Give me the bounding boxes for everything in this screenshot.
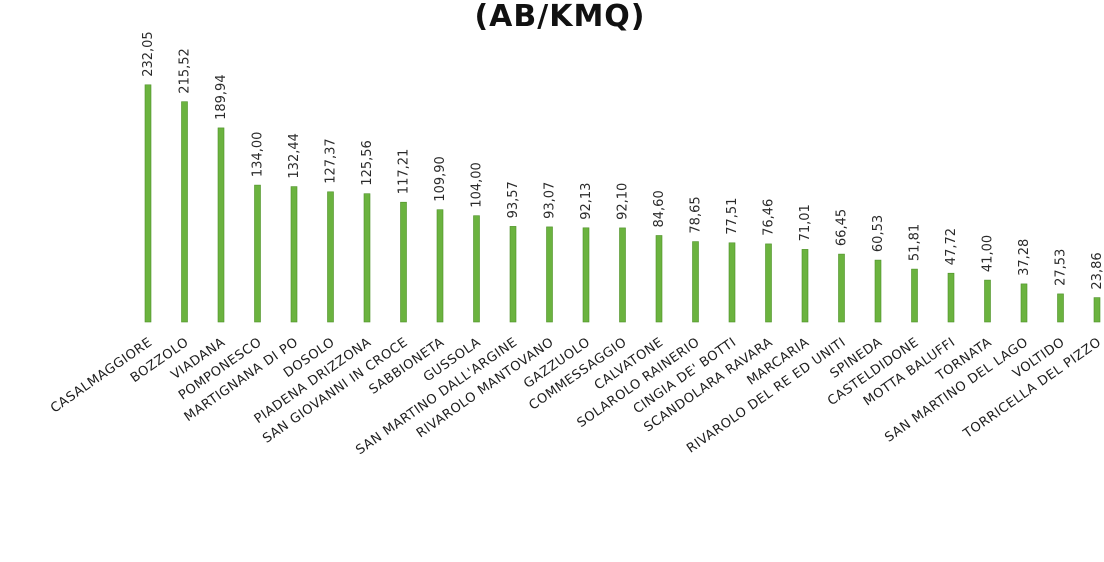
bar-casalmaggiore [144,84,152,323]
bar-viadana [217,127,225,323]
value-label-sabbioneta: 109,90 [433,156,448,202]
bar-casteldidone [911,268,918,323]
bar-torricella-del-pizzo [1093,297,1101,323]
value-label-martignana-di-po: 132,44 [287,133,302,179]
value-label-motta-baluffi: 47,72 [944,228,959,265]
bar-commessaggio [619,227,626,323]
value-labels-group: 232,05 215,52 189,94 134,00 132,44 127,37 125,… [141,31,1104,289]
value-label-rivarolo-del-re-ed-uniti: 66,45 [835,209,850,246]
value-label-san-martino-del-lago: 37,28 [1017,239,1032,276]
value-label-bozzolo: 215,52 [178,48,193,94]
value-label-marcaria: 71,01 [798,204,813,241]
value-label-rivarolo-mantovano: 93,07 [543,182,558,219]
value-label-solarolo-rainerio: 78,65 [689,196,704,233]
chart-title: (AB/KMQ) [474,0,645,34]
bar-scandolara-ravara [765,243,772,323]
bar-martignana-di-po [290,186,298,323]
value-label-scandolara-ravara: 76,46 [762,199,777,236]
bar-san-martino-dall-argine [509,226,517,323]
value-label-piadena-drizzona: 125,56 [360,140,375,186]
value-label-voltido: 27,53 [1054,249,1069,286]
bar-dosolo [327,191,334,323]
bar-solarolo-rainerio [692,241,699,323]
bar-gussola [473,215,480,323]
value-label-gussola: 104,00 [470,162,485,208]
bar-sabbioneta [436,209,444,323]
value-label-viadana: 189,94 [214,74,229,120]
value-label-calvatone: 84,60 [652,190,667,227]
value-label-torricella-del-pizzo: 23,86 [1090,252,1104,289]
bar-spineda [874,259,882,323]
bar-cingia-de-botti [728,242,736,323]
bar-pomponesco [254,184,261,323]
value-label-casteldidone: 51,81 [908,224,923,261]
bar-tornata [984,279,991,323]
value-label-san-martino-dall-argine: 93,57 [506,181,521,218]
value-label-san-giovanni-in-croce: 117,21 [397,149,412,195]
value-label-spineda: 60,53 [871,215,886,252]
bar-piadena-drizzona [363,193,371,323]
bar-rivarolo-mantovano [546,226,553,323]
bar-rivarolo-del-re-ed-uniti [838,253,845,323]
value-label-dosolo: 127,37 [324,138,339,184]
bar-calvatone [655,235,663,323]
bar-voltido [1057,293,1064,323]
value-label-commessaggio: 92,10 [616,183,631,220]
bar-gazzuolo [582,227,590,323]
value-label-pomponesco: 134,00 [251,132,266,178]
value-label-gazzuolo: 92,13 [579,183,594,220]
bar-motta-baluffi [947,272,955,323]
bar-bozzolo [181,101,188,323]
value-label-casalmaggiore: 232,05 [141,31,156,77]
bar-san-martino-del-lago [1020,283,1028,323]
bar-san-giovanni-in-croce [400,201,407,323]
value-label-tornata: 41,00 [981,235,996,272]
value-label-cingia-de-botti: 77,51 [725,198,740,235]
bar-marcaria [801,249,809,323]
bars-group [144,84,1101,323]
category-labels-group: CASALMAGGIOREBOZZOLOVIADANAPOMPONESCOMAR… [48,335,1104,458]
